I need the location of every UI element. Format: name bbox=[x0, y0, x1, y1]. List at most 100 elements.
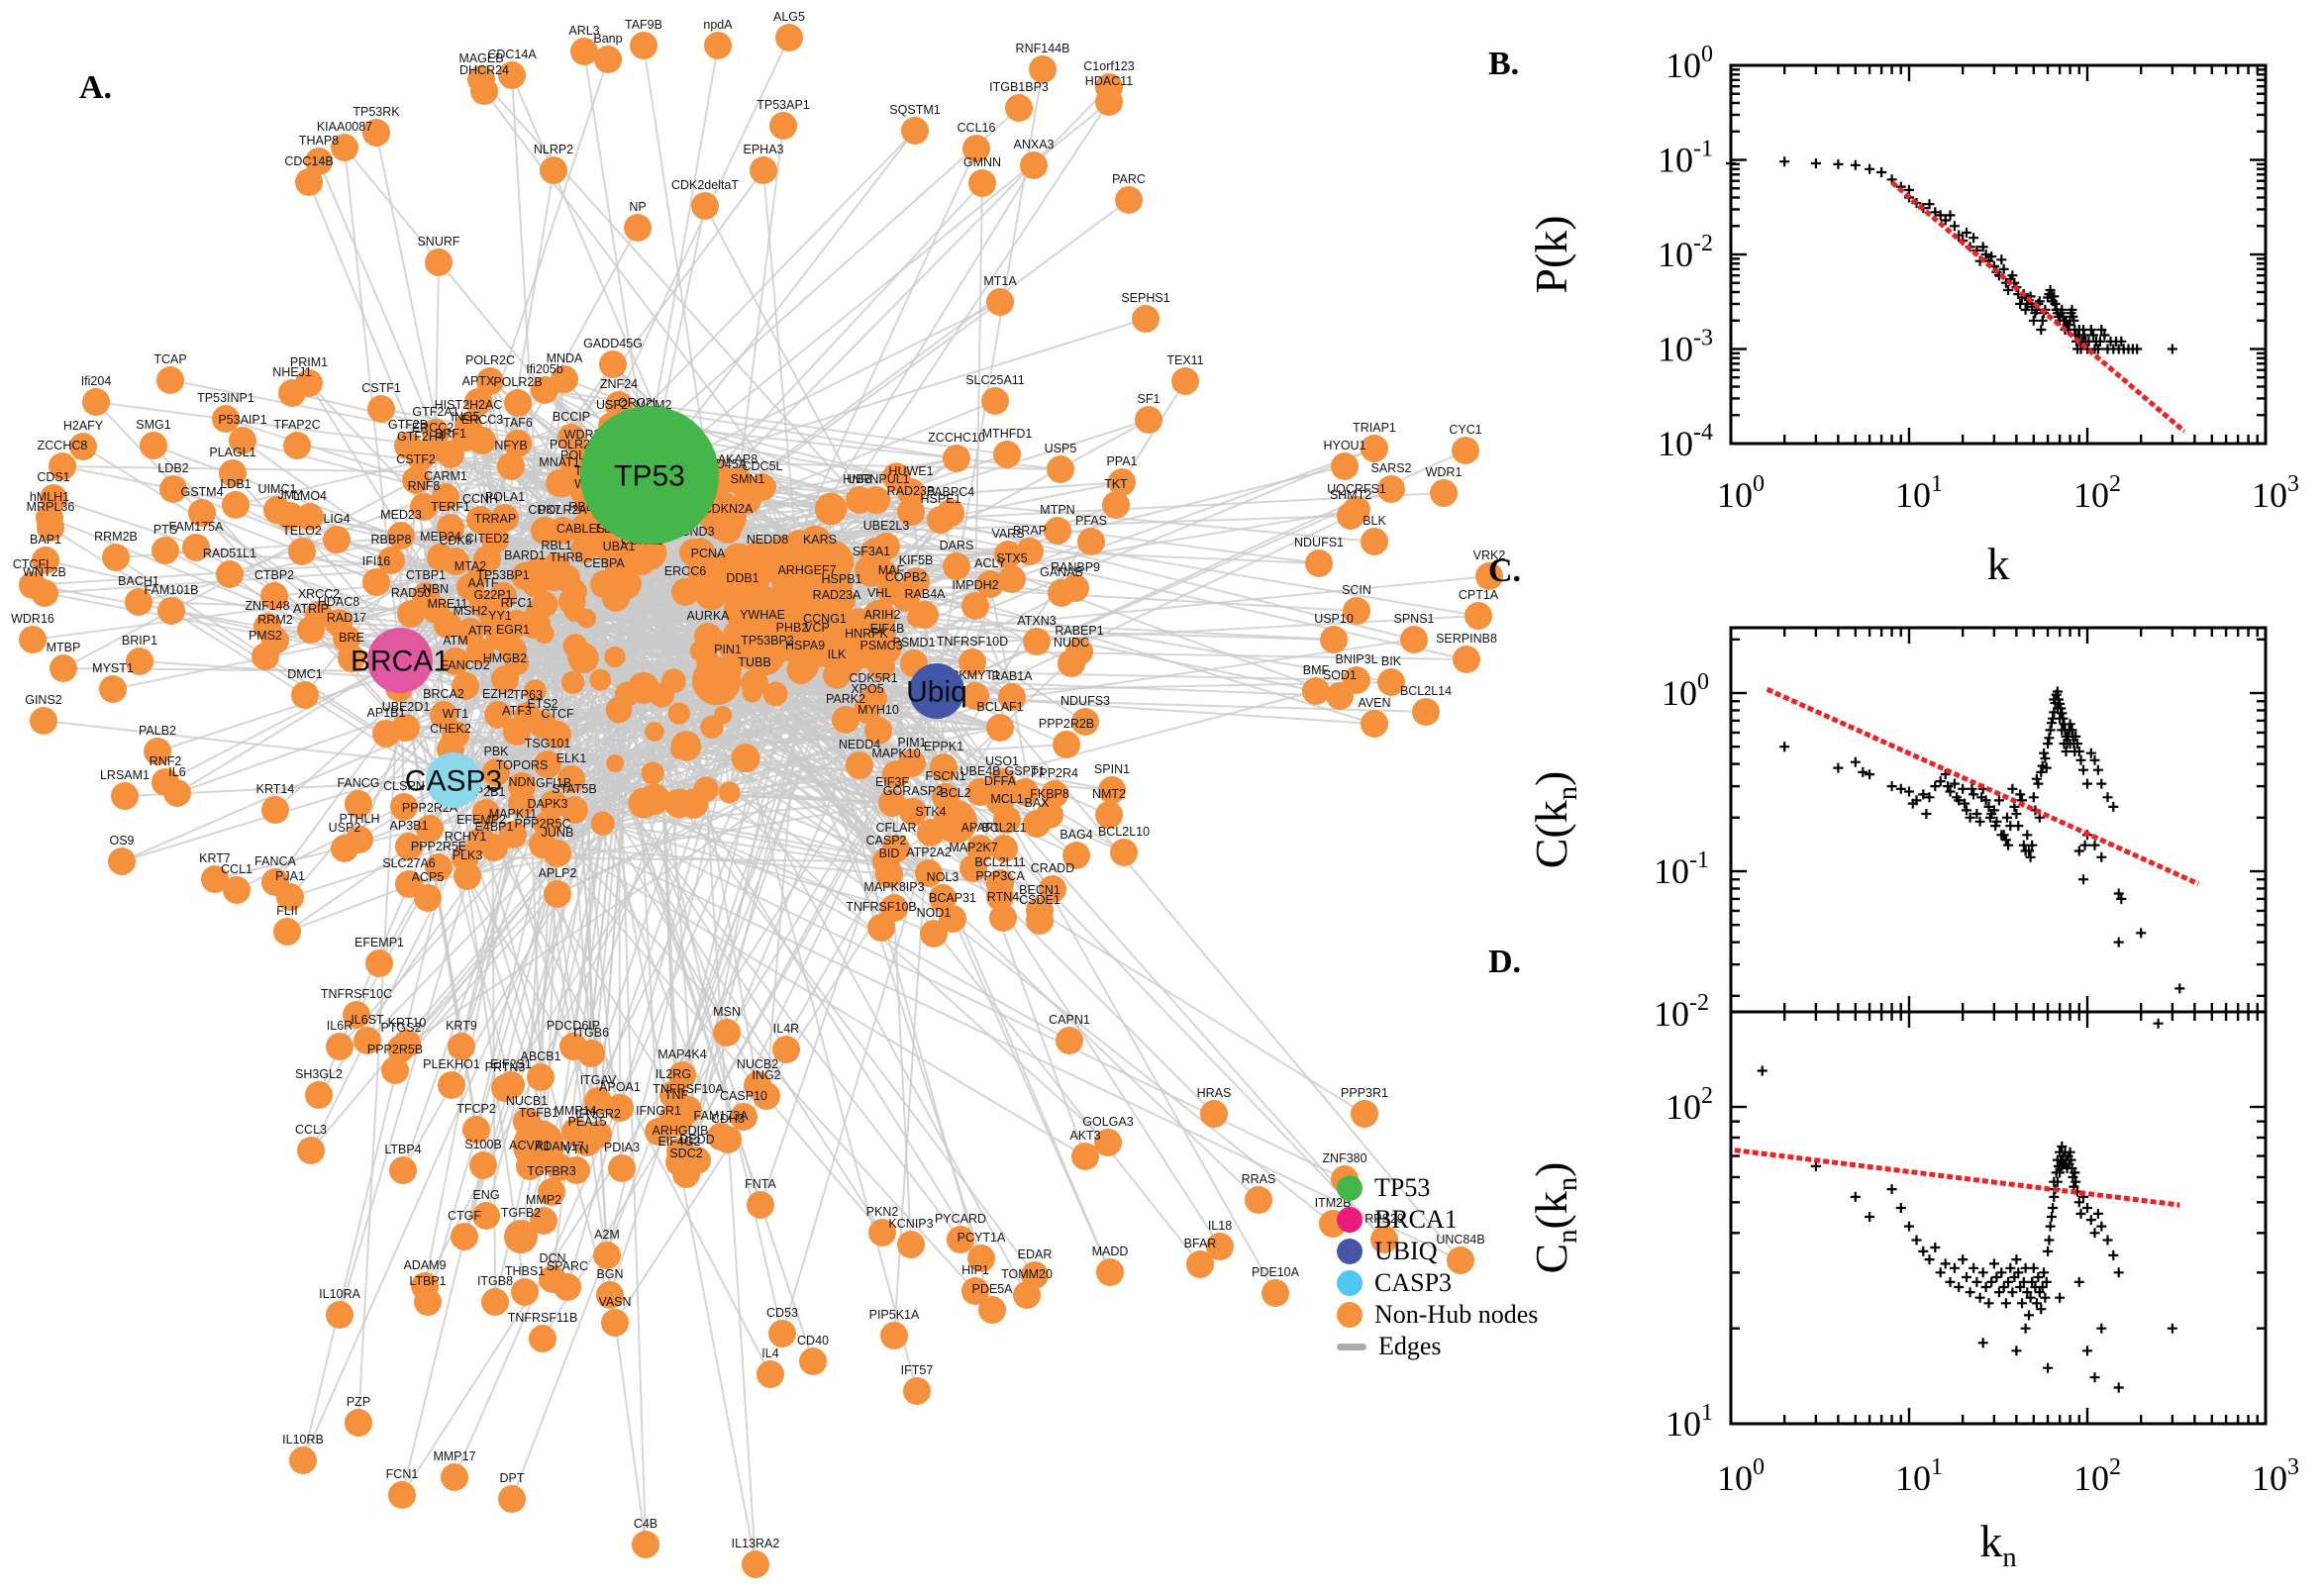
network-node-label: XPO5 bbox=[851, 682, 883, 696]
network-node-label: ABCB1 bbox=[521, 1049, 561, 1063]
network-node bbox=[584, 1121, 612, 1148]
network-node-label: PDIA3 bbox=[604, 1141, 640, 1154]
network-node-label: POLR2C bbox=[465, 353, 515, 367]
network-node-label: TP53RK bbox=[353, 105, 400, 119]
network-node-label: PKMYT1 bbox=[951, 668, 1000, 682]
network-node bbox=[1071, 708, 1099, 736]
network-legend: TP53 BRCA1 UBIQ CASP3 Non-Hub nodes Edges bbox=[1337, 1172, 1538, 1362]
network-node-label: MAPK8IP3 bbox=[863, 880, 924, 894]
network-node bbox=[30, 707, 57, 735]
network-node bbox=[608, 1154, 636, 1182]
network-node-label: ERCC3 bbox=[461, 413, 503, 427]
network-node-label: PALB2 bbox=[139, 724, 176, 738]
network-node-label: C4B bbox=[634, 1517, 657, 1531]
network-node-label: GSPT1 bbox=[1005, 764, 1046, 778]
network-node bbox=[476, 367, 504, 395]
network-node-label: NDUFS3 bbox=[1060, 694, 1110, 708]
network-node-label: MT1A bbox=[983, 274, 1017, 288]
network-node-label: UBE2L3 bbox=[863, 519, 910, 533]
network-node-label: PLEKHO1 bbox=[423, 1057, 480, 1071]
network-node-label: GTF2A1 bbox=[412, 405, 458, 419]
network-node-label: UIMC1 bbox=[258, 482, 297, 496]
legend-dot-icon bbox=[1337, 1239, 1363, 1264]
network-node bbox=[1023, 810, 1051, 838]
network-node bbox=[1132, 305, 1160, 333]
network-node-label: PARC bbox=[1112, 172, 1146, 186]
legend-label: TP53 bbox=[1374, 1173, 1431, 1202]
network-node-label: UQCRFS1 bbox=[1327, 482, 1386, 496]
network-node bbox=[263, 496, 291, 524]
network-node-label: CDC14A bbox=[487, 48, 537, 61]
legend-label: Edges bbox=[1378, 1332, 1442, 1360]
network-node-label: PPP3CA bbox=[975, 869, 1025, 883]
network-node-label: YWHAE bbox=[740, 608, 785, 622]
network-node-label: MCL1 bbox=[990, 792, 1023, 806]
network-node bbox=[943, 445, 970, 472]
network-node bbox=[554, 1273, 581, 1301]
network-node-label: PTHLH bbox=[340, 812, 380, 826]
network-node bbox=[468, 427, 496, 454]
network-node-label: TP53BP2 bbox=[741, 634, 794, 648]
network-node-label: ZNF380 bbox=[1322, 1151, 1366, 1165]
network-node bbox=[561, 670, 585, 694]
network-node-label: BLK bbox=[1363, 514, 1386, 528]
fit-line bbox=[1766, 686, 2200, 886]
network-node-label: MAP4K4 bbox=[657, 1047, 706, 1061]
network-node bbox=[730, 1103, 758, 1131]
network-node-label: FAM173A bbox=[694, 1109, 750, 1123]
network-node-label: IFT57 bbox=[901, 1363, 934, 1377]
network-node-label: PCYT1A bbox=[958, 1231, 1006, 1245]
network-node bbox=[959, 648, 986, 676]
network-node bbox=[273, 918, 301, 946]
network-node-label: IL4R bbox=[773, 1022, 799, 1036]
network-node bbox=[990, 835, 1018, 862]
network-node-label: CEBPA bbox=[583, 556, 625, 570]
network-node-label: PLK3 bbox=[453, 848, 483, 862]
network-node bbox=[99, 675, 127, 703]
network-node-label: XRCC2 bbox=[298, 587, 340, 601]
network-node-label: RAD23B bbox=[887, 484, 936, 498]
network-node-label: TNF bbox=[664, 1088, 689, 1102]
network-node bbox=[862, 486, 890, 514]
network-node bbox=[645, 1118, 672, 1146]
network-node-label: DFFA bbox=[984, 774, 1017, 788]
network-node bbox=[416, 815, 444, 843]
network-node-label: npdA bbox=[703, 18, 733, 32]
network-node bbox=[295, 168, 323, 196]
network-node-label: FSCN1 bbox=[926, 769, 966, 783]
network-node-label: SPARC bbox=[547, 1259, 588, 1273]
network-node bbox=[920, 920, 948, 948]
network-node-label: AKAP8 bbox=[718, 452, 758, 466]
network-node-label: PDE10A bbox=[1252, 1265, 1300, 1279]
network-node-label: CD53 bbox=[766, 1306, 798, 1320]
network-node-label: BRAP bbox=[1013, 524, 1047, 538]
network-node bbox=[875, 860, 903, 888]
network-node-label: IL2RG bbox=[656, 1067, 691, 1081]
network-node-label: SOD1 bbox=[1323, 668, 1357, 682]
network-node-label: TOPORS bbox=[496, 758, 549, 772]
network-node-label: NOL3 bbox=[927, 870, 960, 884]
network-node bbox=[540, 156, 567, 184]
network-node bbox=[448, 1033, 475, 1060]
network-node-label: HIP1 bbox=[961, 1263, 989, 1277]
network-node-label: PABPC4 bbox=[927, 485, 974, 499]
network-node-label: CCNG1 bbox=[803, 612, 847, 626]
network-node-label: ARHGEF7 bbox=[777, 563, 836, 577]
network-node bbox=[437, 514, 464, 542]
network-node bbox=[381, 1056, 409, 1084]
network-node bbox=[757, 1360, 784, 1388]
network-node-label: RAB4A bbox=[905, 587, 947, 601]
network-node bbox=[365, 949, 393, 977]
network-node-label: NEDD4 bbox=[839, 738, 880, 751]
network-node-label: BCL2L11 bbox=[974, 855, 1025, 869]
network-node-label: PJA1 bbox=[275, 869, 305, 883]
network-node bbox=[700, 715, 724, 740]
network-node bbox=[212, 405, 240, 433]
network-node bbox=[473, 546, 501, 573]
network-node-label: MMP2 bbox=[526, 1193, 561, 1207]
network-node-label: RFC1 bbox=[501, 596, 534, 610]
network-node bbox=[762, 681, 788, 707]
network-node-label: EIF3F bbox=[875, 775, 909, 789]
network-node bbox=[961, 682, 989, 710]
